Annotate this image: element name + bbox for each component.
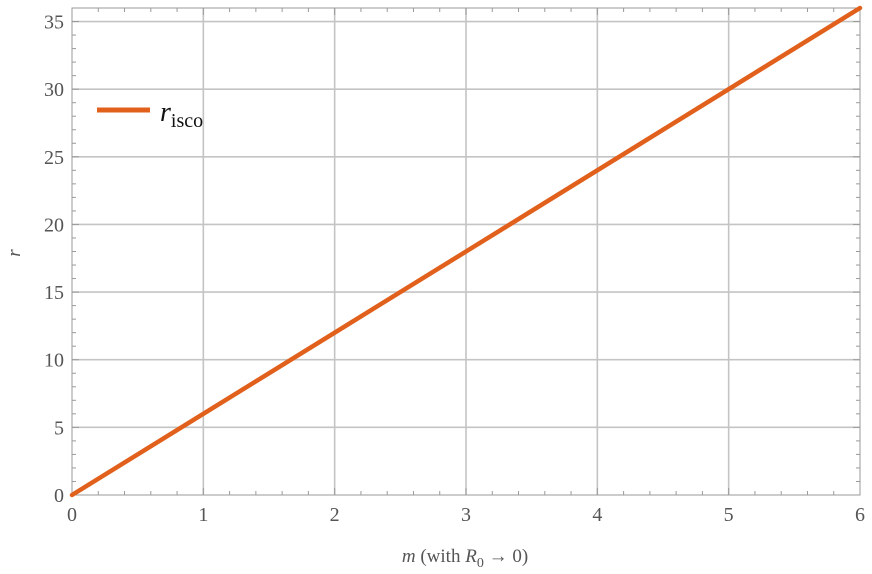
y-tick-label: 30 — [44, 79, 64, 101]
x-tick-label: 0 — [67, 504, 77, 526]
y-tick-label: 35 — [44, 12, 64, 34]
y-tick-label: 20 — [44, 214, 64, 236]
series-layer — [69, 5, 863, 498]
y-tick-label: 25 — [44, 147, 64, 169]
y-tick-labels: 0 5 10 15 20 25 30 35 — [44, 12, 64, 507]
x-axis-label: m (with R0 → 0) — [402, 546, 528, 571]
series-line-risco — [69, 5, 863, 498]
legend-label: risco — [160, 97, 203, 132]
x-tick-label: 1 — [198, 504, 208, 526]
grid — [72, 8, 860, 495]
x-tick-label: 2 — [330, 504, 340, 526]
y-tick-label: 5 — [54, 417, 64, 439]
y-tick-label: 10 — [44, 350, 64, 372]
x-tick-label: 4 — [592, 504, 602, 526]
legend: risco — [97, 97, 203, 132]
x-tick-label: 5 — [724, 504, 734, 526]
x-tick-labels: 0 1 2 3 4 5 6 — [67, 504, 865, 526]
x-tick-label: 3 — [461, 504, 471, 526]
y-tick-label: 15 — [44, 282, 64, 304]
y-tick-label: 0 — [54, 485, 64, 507]
y-axis-label: r — [4, 249, 25, 257]
x-tick-label: 6 — [855, 504, 865, 526]
